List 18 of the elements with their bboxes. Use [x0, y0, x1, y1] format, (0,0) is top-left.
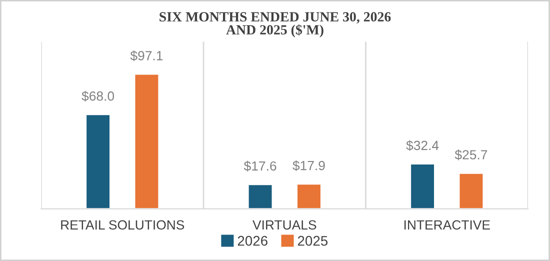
bar	[247, 184, 274, 209]
x-tick-label: RETAIL SOLUTIONS	[61, 220, 184, 230]
bar	[410, 163, 436, 209]
data-label: $97.1	[130, 50, 163, 62]
bar	[458, 172, 484, 209]
bar	[134, 73, 160, 209]
legend-label: 2025	[298, 236, 328, 246]
legend-label: 2026	[238, 236, 268, 246]
x-tick-label: VIRTUALS	[252, 220, 316, 230]
x-tick-label: INTERACTIVE	[404, 220, 490, 230]
chart-title: SIX MONTHS ENDED JUNE 30, 2026 AND 2025 ($'M)	[160, 12, 391, 38]
data-label: $17.9	[292, 160, 325, 172]
data-label: $17.6	[244, 160, 276, 172]
bar	[296, 183, 322, 209]
data-label: $68.0	[82, 90, 114, 102]
data-label: $25.7	[454, 150, 488, 160]
bar	[85, 114, 111, 209]
data-label: $32.4	[406, 140, 439, 151]
